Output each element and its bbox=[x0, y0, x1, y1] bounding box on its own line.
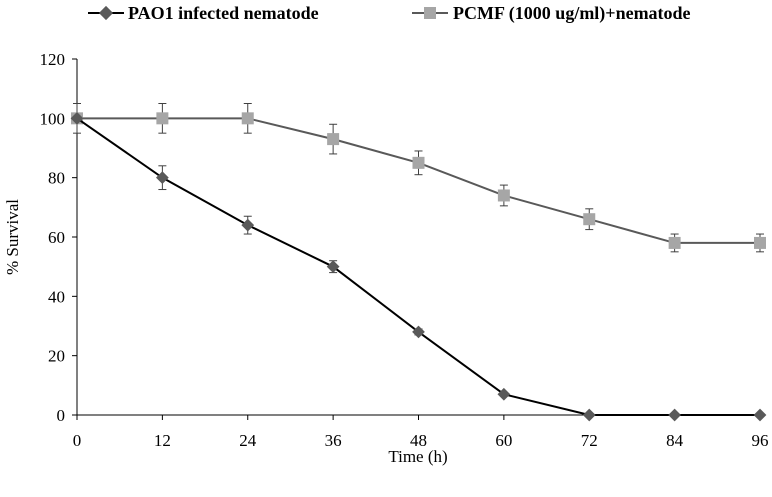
y-tick-label: 0 bbox=[57, 406, 66, 425]
x-tick-label: 60 bbox=[495, 431, 512, 450]
legend-label-pcmf: PCMF (1000 ug/ml)+nematode bbox=[453, 3, 691, 24]
data-point-pao1 bbox=[582, 408, 596, 422]
x-tick-label: 36 bbox=[325, 431, 342, 450]
x-tick-label: 12 bbox=[154, 431, 171, 450]
y-tick-label: 80 bbox=[48, 169, 65, 188]
x-axis-title: Time (h) bbox=[388, 447, 447, 466]
data-point-pao1 bbox=[412, 325, 425, 339]
data-point-pcmf bbox=[327, 133, 340, 146]
x-ticks: 0 12 24 36 48 60 72 84 96 bbox=[73, 415, 769, 450]
x-tick-label: 84 bbox=[666, 431, 684, 450]
data-point-pao1 bbox=[668, 408, 681, 422]
y-tick-label: 120 bbox=[40, 50, 66, 69]
data-point-pcmf bbox=[668, 236, 681, 249]
data-point-pao1 bbox=[156, 171, 169, 185]
data-point-pao1 bbox=[497, 387, 511, 401]
data-point-pao1 bbox=[241, 218, 255, 232]
x-tick-label: 48 bbox=[410, 431, 427, 450]
series-line-pcmf bbox=[77, 117, 760, 244]
y-tick-label: 60 bbox=[48, 228, 65, 247]
data-point-pcmf bbox=[497, 189, 510, 202]
y-tick-label: 40 bbox=[48, 287, 65, 306]
y-axis-title: % Survival bbox=[3, 199, 22, 275]
data-point-pcmf bbox=[754, 236, 766, 249]
legend-marker-pcmf bbox=[424, 7, 436, 19]
data-point-pcmf bbox=[156, 112, 169, 125]
x-tick-label: 0 bbox=[73, 431, 82, 450]
data-point-pao1 bbox=[753, 408, 767, 422]
legend-marker-pao1 bbox=[98, 5, 114, 21]
x-tick-label: 96 bbox=[752, 431, 769, 450]
y-tick-label: 100 bbox=[40, 109, 66, 128]
legend-item-pcmf: PCMF (1000 ug/ml)+nematode bbox=[412, 3, 691, 24]
data-point-pcmf bbox=[241, 112, 254, 125]
series-layer bbox=[70, 103, 767, 422]
data-point-pao1 bbox=[326, 260, 340, 274]
x-tick-label: 24 bbox=[239, 431, 257, 450]
y-tick-label: 20 bbox=[48, 347, 65, 366]
legend: PAO1 infected nematode PCMF (1000 ug/ml)… bbox=[88, 3, 691, 24]
data-point-pcmf bbox=[583, 213, 596, 226]
legend-item-pao1: PAO1 infected nematode bbox=[88, 3, 319, 23]
y-ticks: 0 20 40 60 80 100 120 bbox=[40, 50, 77, 425]
data-point-pcmf bbox=[412, 156, 425, 169]
x-tick-label: 72 bbox=[581, 431, 598, 450]
series-pcmf bbox=[71, 103, 766, 253]
legend-label-pao1: PAO1 infected nematode bbox=[128, 3, 319, 23]
